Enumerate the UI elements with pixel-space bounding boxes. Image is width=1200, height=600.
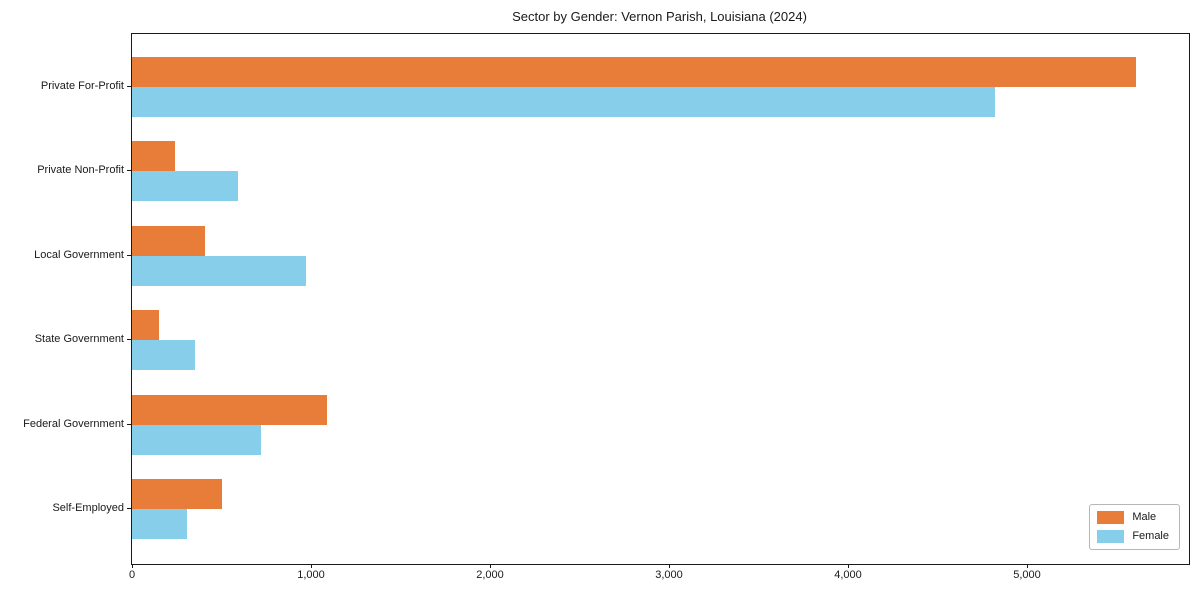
x-tick-mark — [1027, 564, 1028, 568]
bar-female-3 — [132, 255, 306, 286]
x-tick-label: 3,000 — [655, 569, 683, 581]
x-tick-mark — [848, 564, 849, 568]
x-tick-mark — [490, 564, 491, 568]
x-tick-label: 0 — [128, 569, 136, 581]
bar-male-4 — [132, 310, 159, 341]
chart-title: Sector by Gender: Vernon Parish, Louisia… — [512, 9, 807, 24]
y-tick-mark — [127, 86, 131, 87]
legend-swatch-male-icon — [1097, 511, 1125, 524]
bar-female-1 — [132, 87, 995, 117]
bar-male-2 — [132, 141, 175, 172]
x-tick-mark — [132, 564, 133, 568]
y-tick-mark — [127, 423, 131, 425]
y-axis-label: Federal Government — [23, 417, 124, 430]
bar-male-3 — [132, 225, 205, 256]
y-axis-label: Self-Employed — [52, 502, 124, 514]
bar-female-5 — [132, 424, 261, 455]
bar-male-5 — [132, 394, 327, 425]
bar-male-6 — [132, 479, 222, 509]
y-tick-mark — [127, 170, 131, 172]
legend-label-female: Female — [1132, 530, 1169, 542]
x-tick-mark — [669, 564, 670, 568]
x-tick-mark — [311, 564, 312, 568]
y-tick-mark — [127, 508, 131, 509]
legend-item-female: Female — [1097, 530, 1169, 543]
x-tick-label: 5,000 — [1013, 569, 1041, 581]
bar-female-2 — [132, 171, 238, 202]
legend-swatch-female-icon — [1097, 530, 1125, 543]
bar-female-4 — [132, 340, 195, 371]
legend-item-male: Male — [1097, 511, 1169, 524]
y-axis-label: Private Non-Profit — [37, 164, 124, 177]
y-axis-label: Local Government — [34, 248, 124, 261]
legend-label-male: Male — [1132, 511, 1157, 523]
y-tick-mark — [127, 339, 131, 341]
x-tick-label: 4,000 — [834, 569, 862, 581]
y-tick-mark — [127, 254, 131, 256]
x-tick-label: 2,000 — [476, 569, 504, 581]
bar-male-1 — [132, 57, 1136, 87]
bar-female-6 — [132, 509, 187, 539]
plot-area: Male Female — [131, 33, 1190, 565]
legend: Male Female — [1089, 504, 1180, 550]
y-axis-label: State Government — [34, 333, 124, 346]
y-axis-label: Private For-Profit — [40, 80, 124, 92]
x-tick-label: 1,000 — [297, 569, 325, 581]
